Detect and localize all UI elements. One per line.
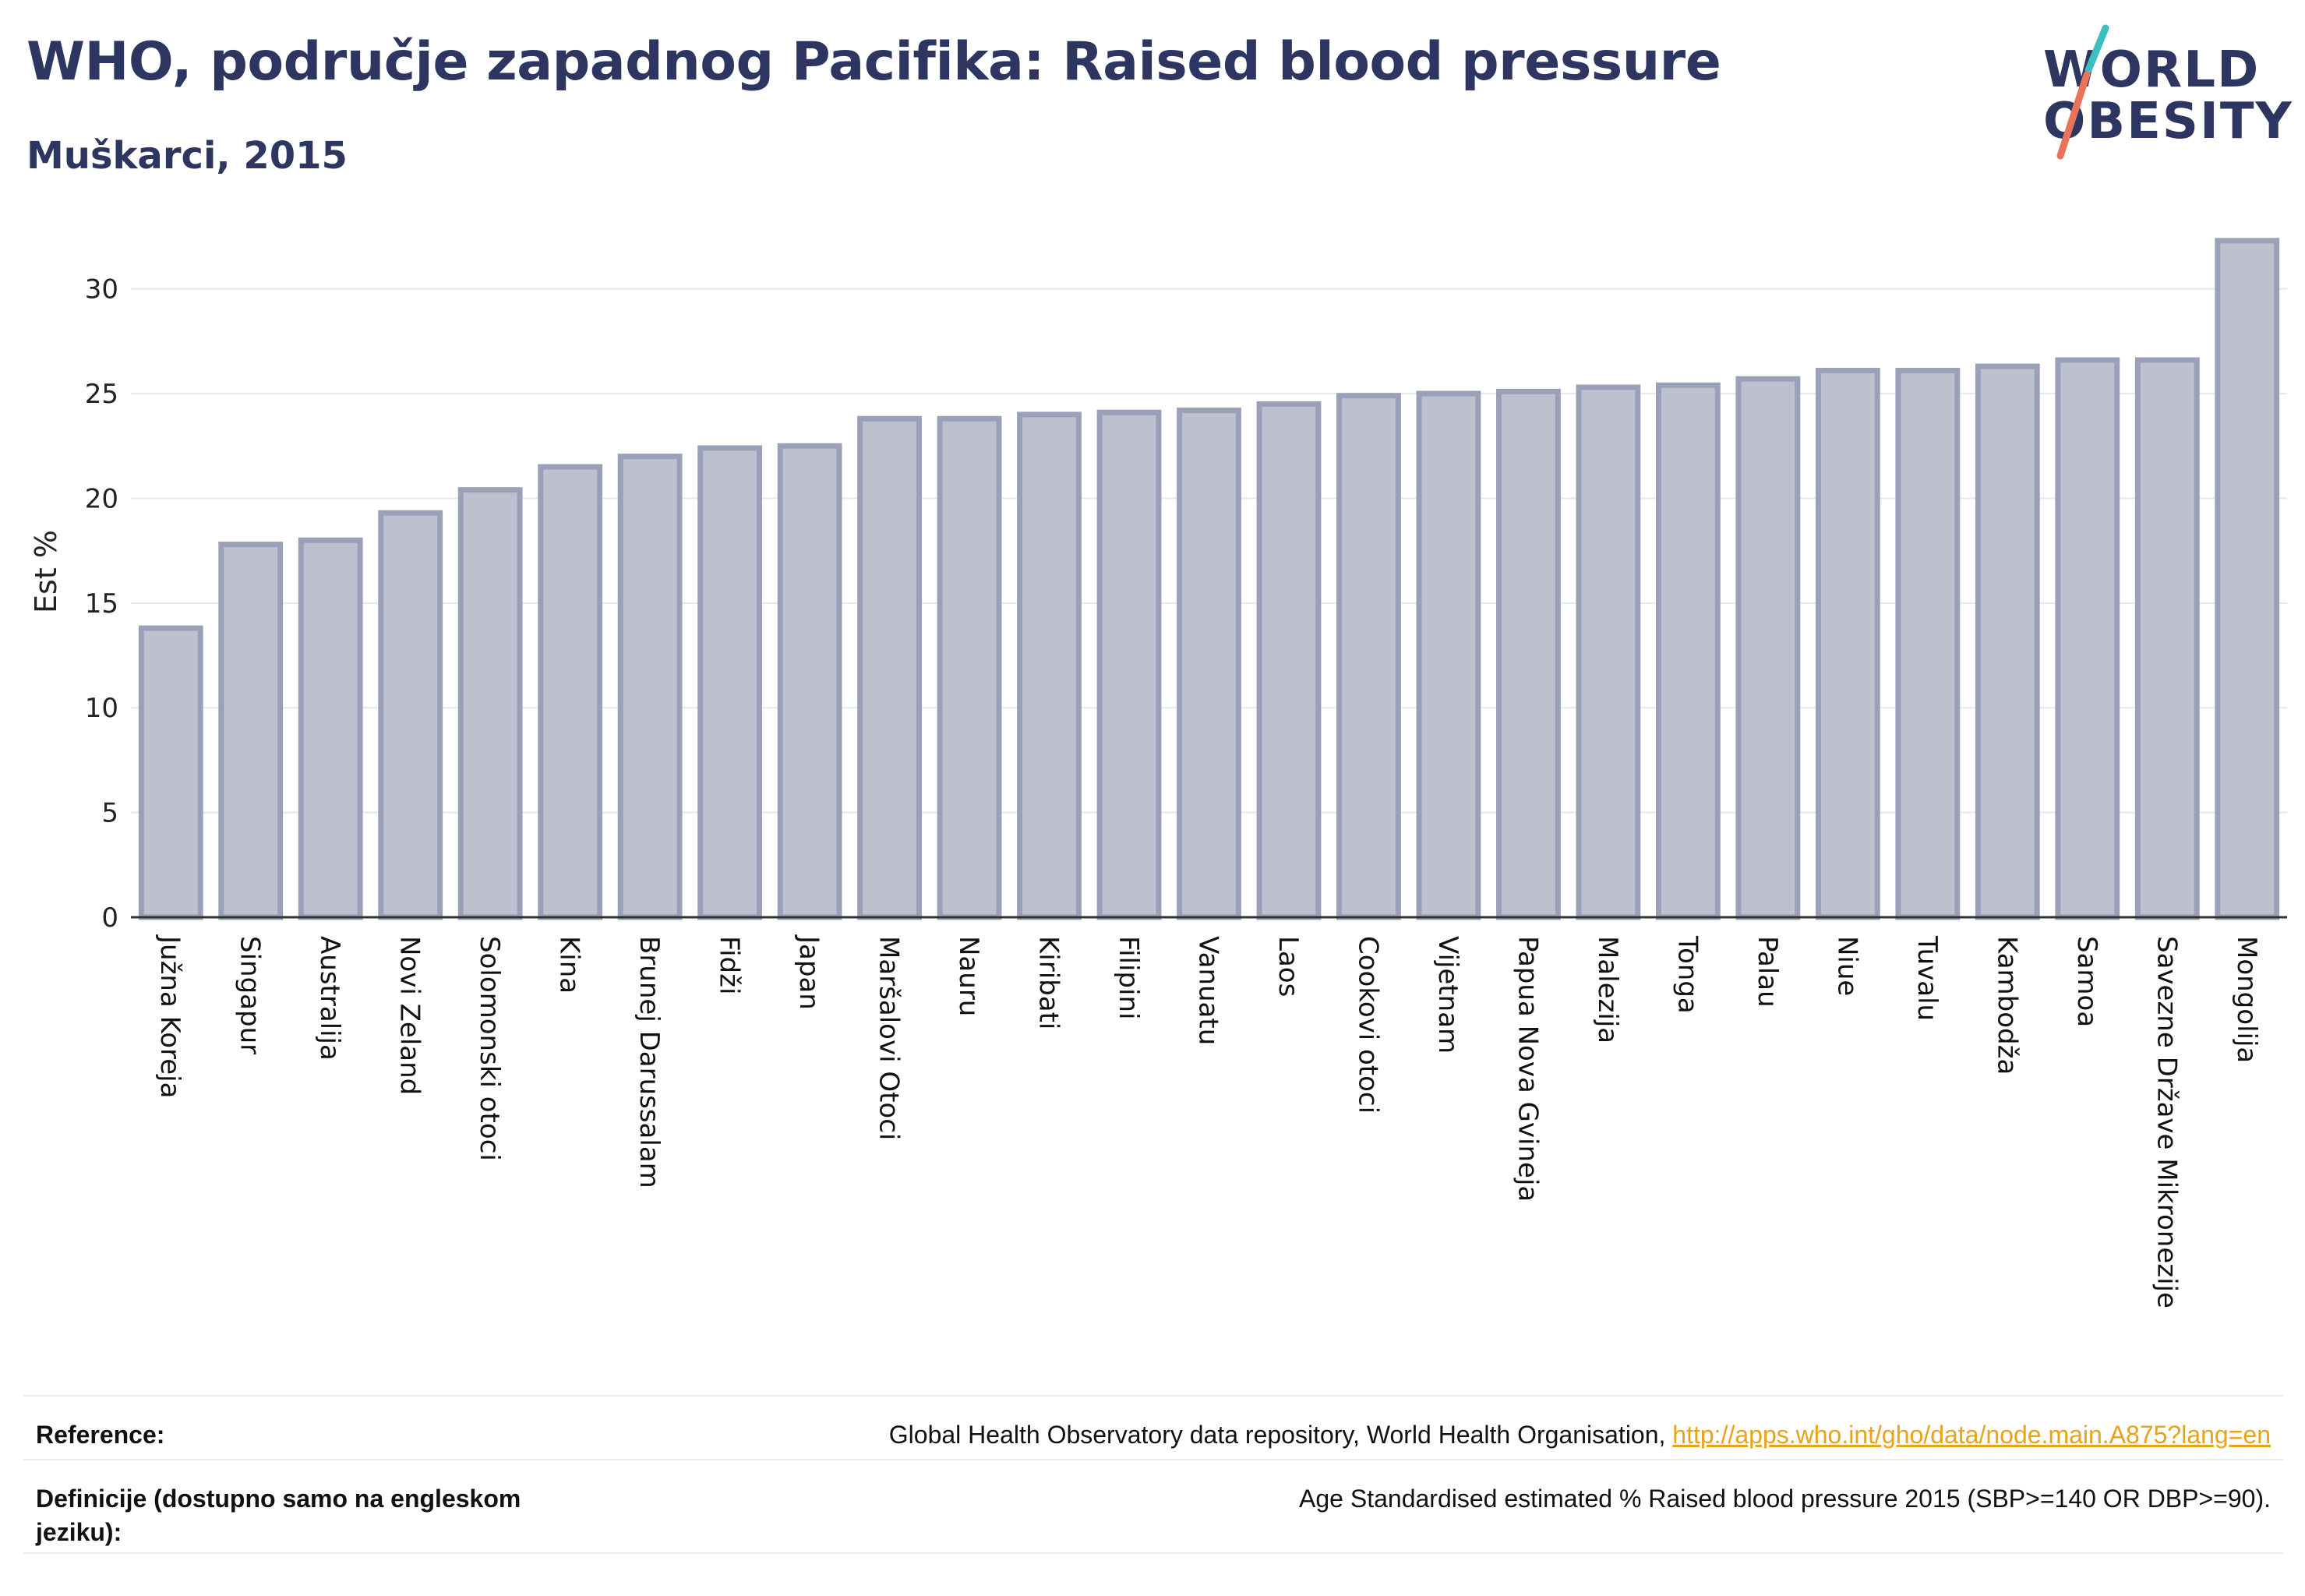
bar xyxy=(1655,382,1721,920)
y-tick-label: 5 xyxy=(101,798,118,829)
x-tick-label: Kina xyxy=(554,936,585,994)
x-tick-label: Brunej Darussalam xyxy=(634,936,665,1188)
x-tick-label: Niue xyxy=(1831,936,1862,996)
bar xyxy=(617,454,683,920)
footer-table: Reference: Global Health Observatory dat… xyxy=(23,1395,2283,1554)
x-tick-label: Mongolija xyxy=(2231,936,2262,1063)
definitions-text: Age Standardised estimated % Raised bloo… xyxy=(1299,1485,2271,1513)
bar xyxy=(538,464,603,920)
x-tick-label: Laos xyxy=(1273,936,1304,997)
y-tick-label: 10 xyxy=(85,693,118,724)
x-tick-label: Cookovi otoci xyxy=(1352,936,1383,1114)
x-tick-label: Južna Koreja xyxy=(154,934,185,1098)
x-tick-label: Fidži xyxy=(714,936,745,994)
x-tick-label: Kambodža xyxy=(1991,936,2022,1075)
bar xyxy=(937,415,1002,920)
x-tick-label: Australija xyxy=(314,936,345,1061)
bar xyxy=(1496,388,1561,920)
bar-chart: 0 5 10 15 20 25 30 Est % Južna Koreja Singapur Aus… xyxy=(29,238,2287,1308)
bar xyxy=(1256,401,1322,920)
y-tick-label: 30 xyxy=(85,274,118,305)
y-axis-label: Est % xyxy=(29,530,63,613)
bar xyxy=(697,445,763,920)
bar xyxy=(2055,357,2120,920)
bar xyxy=(1576,384,1641,920)
x-tick-label: Singapur xyxy=(235,936,266,1054)
bar xyxy=(298,537,363,920)
bar xyxy=(1336,393,1401,920)
x-tick-label: Nauru xyxy=(953,936,984,1016)
reference-link[interactable]: http://apps.who.int/gho/data/node.main.A… xyxy=(1672,1421,2271,1449)
bar xyxy=(1735,376,1801,920)
y-tick-label: 0 xyxy=(101,902,118,934)
bar xyxy=(1177,408,1241,920)
page-title: WHO, područje zapadnog Pacifika: Raised … xyxy=(26,31,1721,93)
logo-line-2: OBESITY xyxy=(2043,93,2293,150)
x-tick-label: Tuvalu xyxy=(1911,935,1943,1021)
logo-line-1: WORLD xyxy=(2043,41,2261,99)
reference-value: Global Health Observatory data repositor… xyxy=(889,1418,2283,1452)
x-tick-label: Savezne Države Mikronezije xyxy=(2151,936,2182,1308)
bar xyxy=(1017,411,1082,920)
x-tick-label: Papua Nova Gvineja xyxy=(1512,936,1543,1202)
bar xyxy=(2215,238,2280,920)
y-tick-label: 20 xyxy=(85,483,118,514)
y-tick-label: 25 xyxy=(85,379,118,410)
x-tick-label: Kiribati xyxy=(1033,936,1064,1029)
x-tick-label: Solomonski otoci xyxy=(474,936,505,1161)
reference-row: Reference: Global Health Observatory dat… xyxy=(23,1395,2283,1459)
x-tick-label: Novi Zeland xyxy=(394,936,425,1095)
x-tick-label: Samoa xyxy=(2071,936,2102,1027)
definitions-row: Definicije (dostupno samo na engleskom j… xyxy=(23,1459,2283,1554)
bar xyxy=(457,487,523,920)
bar xyxy=(1975,363,2040,920)
bar xyxy=(1895,367,1961,920)
x-tick-label: Maršalovi Otoci xyxy=(874,936,905,1140)
x-tick-label: Vanuatu xyxy=(1193,936,1224,1045)
y-tick-label: 15 xyxy=(85,588,118,620)
bar xyxy=(857,415,922,920)
x-tick-label: Tonga xyxy=(1671,935,1703,1014)
bar xyxy=(2134,357,2200,920)
x-tick-label: Vijetnam xyxy=(1432,936,1463,1054)
reference-label: Reference: xyxy=(36,1421,165,1449)
x-tick-label: Malezija xyxy=(1592,936,1623,1043)
reference-text: Global Health Observatory data repositor… xyxy=(888,1421,1673,1449)
bar xyxy=(138,625,203,920)
bar xyxy=(218,542,284,920)
bar xyxy=(1416,390,1481,920)
bar xyxy=(777,443,842,920)
bar xyxy=(1096,409,1162,920)
x-tick-label: Japan xyxy=(793,934,824,1010)
x-tick-label: Filipini xyxy=(1113,936,1144,1019)
world-obesity-logo: WORLD OBESITY xyxy=(2034,22,2293,162)
bar xyxy=(378,510,443,920)
logo-slash-icon xyxy=(2056,24,2109,160)
bar xyxy=(1815,367,1880,920)
page-subtitle: Muškarci, 2015 xyxy=(26,134,348,178)
definitions-label: Definicije (dostupno samo na engleskom j… xyxy=(36,1485,521,1547)
x-tick-label: Palau xyxy=(1752,936,1783,1008)
